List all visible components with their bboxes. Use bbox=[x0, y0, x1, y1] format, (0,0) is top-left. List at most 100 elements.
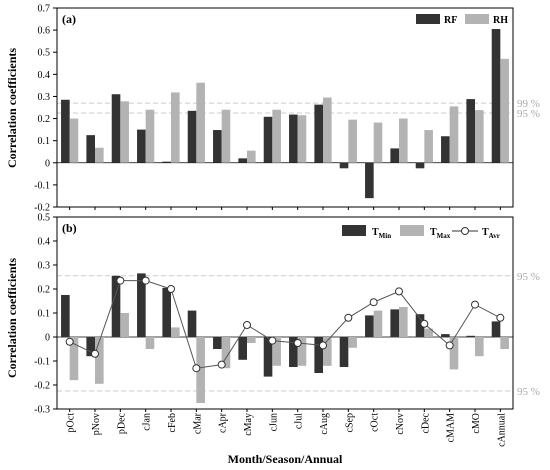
y-tick-label: 0.6 bbox=[38, 26, 51, 37]
bar bbox=[339, 162, 349, 169]
bar bbox=[289, 337, 298, 367]
line-point bbox=[167, 285, 175, 293]
bar bbox=[466, 335, 475, 337]
bar bbox=[263, 116, 273, 163]
legend-label: RF bbox=[444, 15, 457, 26]
bar bbox=[120, 101, 129, 163]
bar bbox=[424, 130, 433, 163]
bar bbox=[69, 337, 79, 381]
y-tick-label: 0.4 bbox=[38, 237, 51, 248]
y-tick-label: 0.4 bbox=[38, 70, 51, 81]
bar bbox=[314, 337, 323, 373]
legend-label: TMax bbox=[430, 227, 451, 240]
bar bbox=[314, 104, 323, 163]
bar bbox=[86, 337, 95, 357]
bar bbox=[61, 295, 70, 337]
line-point bbox=[141, 276, 150, 285]
bar bbox=[415, 314, 425, 337]
y-tick-label: 0.1 bbox=[38, 309, 51, 320]
legend-label-subscript: Avr bbox=[489, 232, 500, 240]
bar bbox=[196, 82, 205, 163]
line-point bbox=[319, 341, 327, 350]
bar bbox=[111, 275, 121, 337]
bar bbox=[390, 309, 399, 337]
line-series bbox=[69, 280, 501, 369]
x-tick-label: cDec bbox=[420, 412, 431, 433]
bar bbox=[145, 109, 155, 163]
bar bbox=[69, 118, 79, 163]
bar bbox=[145, 337, 155, 349]
y-axis-title-b: Correlation coefficients bbox=[5, 258, 19, 378]
bar bbox=[339, 337, 349, 367]
bar bbox=[466, 99, 475, 163]
bar bbox=[86, 135, 95, 163]
line-point bbox=[268, 336, 277, 345]
line-point bbox=[344, 313, 353, 322]
x-tick-label: pOct bbox=[66, 413, 77, 433]
line-point bbox=[217, 360, 226, 369]
bar bbox=[373, 310, 383, 337]
bar bbox=[95, 147, 104, 163]
bar bbox=[162, 287, 171, 337]
y-tick-label: 0.3 bbox=[38, 261, 51, 272]
bar bbox=[111, 94, 121, 163]
x-tick-label: cNov bbox=[395, 413, 406, 435]
x-tick-label: cMay bbox=[243, 413, 254, 436]
x-tick-label: cJul bbox=[294, 413, 305, 429]
bar bbox=[500, 337, 509, 349]
bar bbox=[187, 110, 197, 163]
bar bbox=[162, 161, 171, 163]
bar bbox=[247, 337, 256, 343]
panel-b: 95 % 95 % -0.3 -0.2 -0.1 0 0.1 0.2 0.3 0.4 0.5 (b) T… bbox=[34, 213, 540, 416]
x-tick-label: cAug bbox=[319, 413, 330, 435]
reference-line-label: 95 % bbox=[517, 386, 540, 398]
legend-swatch bbox=[465, 14, 489, 24]
x-tick-label: cMAM bbox=[446, 413, 457, 443]
bar bbox=[475, 337, 484, 357]
x-tick-label: cSep bbox=[344, 413, 355, 432]
x-tick-label: cFeb bbox=[167, 413, 178, 432]
bar bbox=[213, 130, 222, 163]
legend-label-main: T bbox=[430, 227, 437, 238]
bar bbox=[61, 99, 70, 163]
reference-line-label: 95 % bbox=[517, 108, 540, 120]
y-tick-label: 0.2 bbox=[38, 114, 51, 125]
line-point bbox=[65, 337, 74, 346]
panel-a: 99 %95 % -0.2 -0.1 0 0.1 0.2 0.3 0.4 0.5 0.6 0.7 (a… bbox=[34, 4, 540, 214]
bar bbox=[221, 109, 231, 163]
legend-label-main: T bbox=[482, 227, 489, 238]
bar bbox=[221, 337, 231, 369]
y-tick-label: 0 bbox=[45, 333, 50, 344]
legend-swatch bbox=[416, 14, 440, 24]
bar bbox=[373, 122, 383, 163]
y-tick-label: -0.1 bbox=[34, 357, 50, 368]
y-tick-label: 0.1 bbox=[38, 136, 51, 147]
y-tick-label: 0.5 bbox=[38, 48, 51, 59]
bar bbox=[213, 337, 222, 349]
reference-line-label: 99 % bbox=[517, 98, 540, 110]
legend-label-main: T bbox=[372, 227, 379, 238]
bar bbox=[272, 109, 281, 163]
x-tick-label: cAnnual bbox=[496, 413, 507, 447]
line-point bbox=[369, 298, 378, 307]
legend-swatch bbox=[342, 225, 366, 236]
y-tick-label: -0.2 bbox=[34, 381, 50, 392]
line-point bbox=[116, 276, 125, 285]
bar bbox=[390, 148, 399, 163]
x-tick-label: pNov bbox=[91, 413, 102, 435]
bar bbox=[491, 29, 501, 163]
y-tick-label: 0.5 bbox=[38, 213, 51, 224]
line-point bbox=[243, 321, 251, 329]
line-point bbox=[395, 287, 403, 296]
bar bbox=[263, 337, 273, 377]
bar bbox=[500, 58, 509, 163]
bar bbox=[449, 337, 459, 370]
legend-swatch bbox=[400, 225, 424, 236]
x-tick-label: pDec bbox=[116, 412, 127, 434]
bar bbox=[475, 110, 484, 163]
x-axis-title: Month/Season/Annual bbox=[228, 452, 343, 466]
bar bbox=[289, 114, 298, 163]
y-tick-label: -0.1 bbox=[34, 180, 50, 191]
bar bbox=[120, 313, 129, 337]
bar bbox=[491, 321, 501, 337]
